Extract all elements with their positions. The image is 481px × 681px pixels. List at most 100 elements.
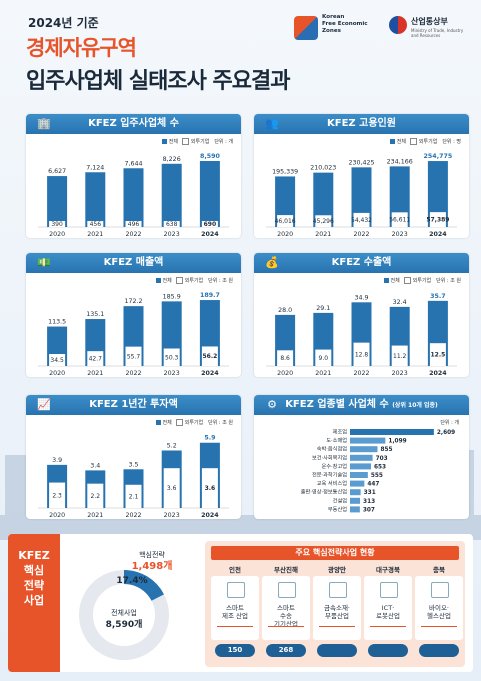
region-industry: 스마트 수송 기기산업 [274, 604, 298, 628]
region-industry: 금속소재· 부품산업 [324, 604, 350, 620]
region-industry-card: 금속소재· 부품산업 [313, 576, 361, 640]
legend-foreign: 외투기업 [184, 278, 204, 284]
data-label-foreign: 456 [90, 221, 102, 228]
data-label: 653 [374, 464, 386, 470]
chart-legend: 전체 외투기업 단위 : 조 원 [380, 277, 461, 284]
region-industry-card: ICT· 로봇산업 [364, 576, 412, 640]
data-label-total: 5.9 [204, 435, 215, 442]
data-label: 447 [367, 482, 379, 488]
data-label-foreign: 496 [128, 221, 140, 228]
data-label: 313 [363, 499, 375, 505]
data-label-total: 3.5 [128, 461, 138, 468]
bar-foreign [277, 215, 294, 227]
bar-industry [350, 446, 378, 453]
data-label-foreign: 2.2 [91, 493, 101, 500]
chart-unit: 단위 : 조 원 [208, 278, 233, 284]
bar-foreign [163, 221, 180, 227]
region-card: 인천 스마트 제조 산업 150 [211, 564, 259, 664]
chart-title-icon: 💰 [265, 256, 279, 269]
region-industry-card: 스마트 수송 기기산업 [262, 576, 310, 640]
bar-foreign [87, 351, 104, 366]
data-label-foreign: 34.5 [50, 357, 64, 364]
data-label-foreign: 690 [204, 221, 217, 228]
divider [319, 626, 355, 627]
region-count [368, 644, 408, 657]
page-title-main: 경제자유구역 [26, 36, 137, 60]
x-tick-label: 2020 [277, 231, 293, 238]
bar-foreign [49, 221, 66, 227]
chart-title: KFEZ 1년간 투자액 [26, 395, 241, 415]
region-name: 인천 [229, 566, 241, 574]
data-label-foreign: 12.8 [355, 351, 369, 358]
data-label-foreign: 2.1 [129, 493, 139, 500]
x-tick-label: 2023 [164, 370, 180, 377]
data-label-foreign: 54,432 [351, 217, 372, 224]
chart-title-icon: 📈 [37, 398, 51, 411]
bar-foreign [163, 468, 180, 508]
kfez-logo-mark-icon [294, 16, 318, 40]
data-label: 307 [363, 507, 375, 513]
bar-foreign [87, 221, 104, 227]
core-strategy-percent: 17.4% [116, 576, 147, 586]
bar-total [351, 167, 372, 227]
data-label-foreign: 8.6 [280, 355, 290, 362]
bar-foreign [391, 345, 408, 366]
data-label: 855 [380, 447, 392, 453]
y-tick-label: 도·소매업 [326, 436, 347, 444]
data-label-total: 8,226 [163, 156, 181, 163]
chart-unit: 단위 : 조 원 [436, 278, 461, 284]
chart-unit: 단위 : 개 [440, 420, 459, 426]
y-tick-label: 부동산업 [328, 505, 347, 513]
y-tick-label: 제조업 [333, 428, 348, 436]
chart-legend: 전체 외투기업 단위 : 명 [386, 138, 461, 145]
survey-year: 2024년 기준 [28, 16, 99, 30]
ministry-emblem-icon [389, 16, 407, 34]
chart-title: KFEZ 매출액 [26, 253, 241, 273]
bar-total [85, 172, 106, 227]
x-tick-label: 2020 [49, 231, 65, 238]
bar-foreign [201, 221, 218, 227]
chart-unit: 단위 : 명 [442, 139, 461, 145]
bar-foreign [201, 468, 218, 508]
data-label-foreign: 390 [51, 221, 63, 228]
data-label-foreign: 46,016 [275, 218, 296, 225]
x-tick-label: 2023 [392, 370, 408, 377]
industry-icon [278, 582, 296, 598]
data-label-total: 172.2 [124, 298, 142, 305]
data-label-foreign: 55.7 [127, 353, 141, 360]
chart-title-icon: 🏢 [37, 117, 51, 130]
data-label-foreign: 638 [166, 221, 178, 228]
region-industry: 바이오· 헬스산업 [427, 604, 451, 620]
region-card: 광양만 금속소재· 부품산업 [313, 564, 361, 664]
total-business-label: 전체사업 [111, 608, 137, 617]
industry-icon [227, 582, 245, 598]
bar-foreign [87, 483, 104, 508]
bar-total [47, 176, 68, 227]
bar-foreign [125, 484, 142, 508]
chart-title-icon: 👥 [265, 117, 279, 130]
gear-icon: ⚙ [267, 398, 277, 411]
data-label-foreign: 2.3 [52, 492, 62, 499]
region-industry-card: 바이오· 헬스산업 [415, 576, 463, 640]
x-tick-label: 2021 [315, 231, 331, 238]
kfez-logo: Korean Free Economic Zones [294, 14, 384, 44]
chart-legend: 전체 외투기업 단위 : 개 [158, 138, 233, 145]
x-tick-label: 2024 [201, 231, 219, 238]
region-industry: ICT· 로봇산업 [376, 604, 400, 620]
chart-title-text: KFEZ 업종별 사업체 수 [285, 399, 389, 410]
chart-title: KFEZ 고용인원 [254, 114, 469, 134]
chart-subtitle: (상위 10개 업종) [392, 402, 438, 409]
panel-industry: KFEZ 업종별 사업체 수 (상위 10개 업종) ⚙ 단위 : 개 제조업 2,60… [254, 395, 469, 519]
data-label: 555 [371, 473, 383, 479]
bar-industry [350, 489, 361, 496]
chart-title: KFEZ 수출액 [254, 253, 469, 273]
data-label-foreign: 50.3 [165, 354, 179, 361]
bar-foreign [277, 350, 294, 366]
bar-foreign [391, 212, 408, 227]
region-count: 268 [266, 644, 306, 657]
bar-foreign [429, 212, 446, 227]
bar-foreign [163, 348, 180, 366]
bar-foreign [353, 342, 370, 366]
bar-total [427, 161, 448, 227]
